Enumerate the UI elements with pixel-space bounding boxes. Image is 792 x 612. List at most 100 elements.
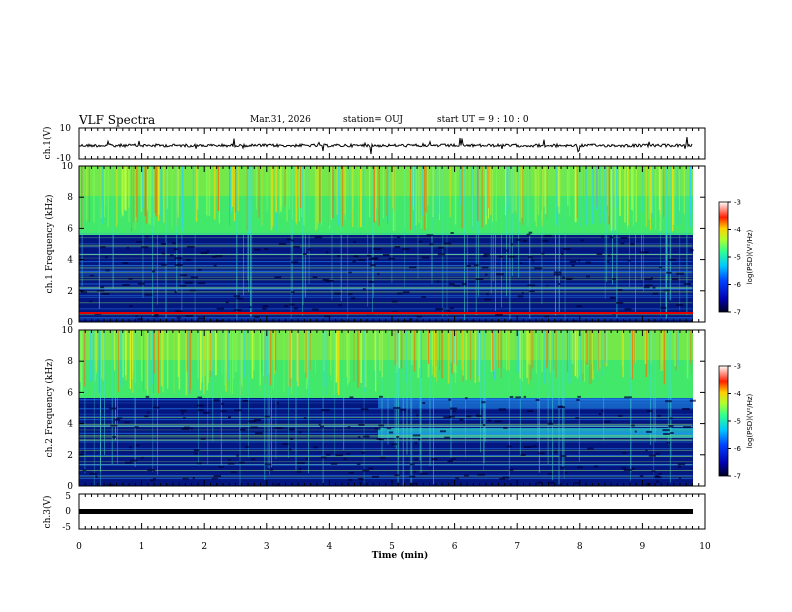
spectrogram-burst (413, 166, 414, 210)
ytick-label: 8 (67, 193, 73, 203)
spectrogram-speck (655, 452, 660, 455)
spectrogram-speck (216, 307, 225, 310)
xtick-label: 3 (264, 542, 270, 552)
spectrogram-speck (275, 483, 281, 486)
spectrogram-speck (521, 292, 524, 295)
spectrogram-spike (666, 166, 668, 281)
spectrogram-burst (432, 166, 434, 218)
spectrogram-speck (544, 315, 550, 318)
spectrogram-burst (128, 166, 130, 208)
spectrogram-burst (569, 166, 570, 216)
spectrogram-burst (689, 166, 692, 215)
spectrogram-speck (494, 420, 502, 423)
spectrogram-burst (606, 166, 608, 206)
spectrogram-spike (236, 166, 238, 321)
spectrogram-spike (442, 166, 444, 317)
spectrogram-speck (678, 465, 681, 468)
spectrogram-burst (592, 166, 594, 224)
spectrogram-burst (593, 166, 594, 217)
spectrogram-burst (118, 330, 119, 392)
spectrogram-burst (271, 166, 274, 227)
spectrogram-speck (357, 478, 363, 480)
spectrogram-speck (186, 259, 192, 262)
spectrogram-burst (404, 166, 406, 228)
spectrogram-burst (177, 330, 179, 377)
spectrogram-speck (448, 398, 452, 401)
spectrogram-burst (596, 166, 598, 207)
spectrogram-burst (223, 330, 226, 386)
spectrogram-speck (176, 316, 181, 319)
spectrogram-burst (229, 166, 230, 226)
spectrogram-burst (527, 330, 529, 373)
spectrogram-speck (122, 262, 129, 264)
spectrogram-speck (124, 421, 130, 424)
spectrogram-burst (241, 330, 243, 386)
spectrogram-burst (566, 330, 568, 372)
spectrogram-burst (197, 330, 199, 379)
spectrogram-spike (247, 166, 249, 281)
spectrogram-speck (291, 261, 299, 264)
spectrogram-speck (443, 416, 451, 419)
spectrogram-tone (79, 276, 693, 278)
spectrogram-speck (286, 238, 291, 241)
spectrogram-burst (307, 330, 309, 385)
spectrogram-burst (396, 330, 398, 364)
spectrogram-burst (290, 330, 292, 379)
spectrogram-speck (181, 427, 190, 430)
spectrogram-burst (121, 330, 123, 388)
spectrogram-burst (601, 330, 603, 376)
spectrogram-speck (562, 248, 571, 250)
spectrogram-burst (315, 330, 316, 375)
spectrogram-burst (141, 166, 143, 209)
spectrogram-burst (385, 166, 387, 216)
spectrogram-burst (95, 330, 98, 372)
spectrogram-tone (79, 237, 693, 239)
spectrogram-burst (645, 330, 648, 377)
spectrogram-speck (145, 235, 148, 238)
spectrogram-tone (79, 296, 693, 298)
xtick-label: 1 (139, 542, 145, 552)
spectrogram-speck (348, 271, 352, 274)
spectrogram-burst (162, 166, 164, 209)
spectrogram-speck (409, 475, 416, 478)
spectrogram-burst (672, 166, 675, 225)
spectrogram-burst (523, 330, 525, 363)
spectrogram-burst (674, 330, 676, 367)
spectrogram-spike (670, 330, 672, 458)
spectrogram-burst (373, 166, 375, 223)
spectrogram-speck (183, 417, 186, 420)
spectrogram-spike (212, 330, 214, 442)
xtick-label: 2 (201, 542, 207, 552)
spectrogram-speck (577, 466, 583, 469)
spectrogram-burst (153, 166, 155, 226)
spectrogram-burst (229, 166, 231, 215)
spectrogram-speck (528, 231, 533, 234)
spectrogram-speck (498, 408, 506, 411)
spectrogram-speck (658, 473, 662, 475)
spectrogram-burst (153, 330, 155, 374)
spectrogram-speck (289, 303, 295, 306)
spectrogram-speck (122, 284, 130, 286)
spectrogram-speck (576, 305, 583, 308)
spectrogram-speck (526, 233, 531, 236)
spectrogram-burst (202, 330, 204, 377)
spectrogram-burst (505, 330, 508, 370)
spectrogram-burst (158, 166, 160, 215)
spectrogram-speck (352, 260, 357, 263)
spectrogram-speck (596, 253, 603, 256)
spectrogram-burst (275, 166, 277, 213)
spectrogram-spike (291, 166, 293, 294)
spectrogram-burst (131, 166, 132, 228)
spectrogram-speck (587, 447, 594, 450)
spectrogram-burst (573, 330, 575, 366)
spectrogram-speck (361, 451, 365, 454)
spectrogram-speck (357, 259, 366, 262)
spectrogram-burst (348, 330, 350, 382)
spectrogram-burst (428, 330, 430, 364)
spectrogram-burst (255, 166, 258, 210)
spectrogram-burst (323, 330, 325, 372)
spectrogram-tone (79, 419, 693, 421)
spectrogram-burst (221, 330, 223, 375)
spectrogram-burst (634, 330, 636, 364)
spectrogram-speck (153, 406, 160, 409)
